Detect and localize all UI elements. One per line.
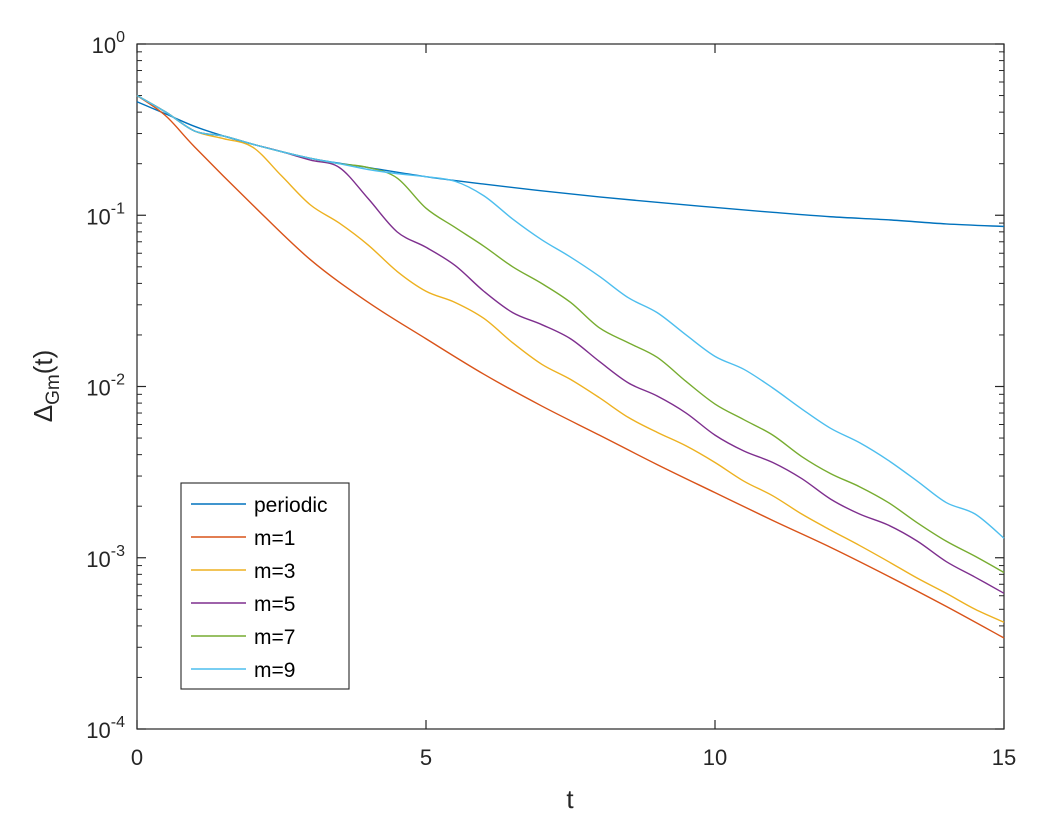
series-lines (136, 94, 1005, 639)
x-tick-label: 15 (992, 745, 1016, 770)
x-axis-label: t (566, 784, 574, 814)
y-tick-label: 100 (92, 29, 125, 58)
legend-label: m=9 (254, 659, 295, 682)
legend-label: m=5 (254, 593, 295, 616)
legend: periodic m=1 m=3 m=5 m=7 m=9 (180, 482, 350, 690)
y-axis-label: ΔGm(t) (28, 350, 64, 423)
y-tick-label: 10-3 (86, 543, 125, 572)
y-tick-label: 10-1 (86, 200, 125, 229)
legend-label: m=3 (254, 560, 295, 583)
x-tick-label: 10 (703, 745, 727, 770)
legend-box (180, 482, 350, 690)
legend-label: m=1 (254, 527, 295, 550)
y-tick-label: 10-4 (86, 714, 125, 743)
series-line-m-1 (136, 94, 1005, 639)
series-line-m-9 (136, 94, 1005, 539)
axis-ticks: 0 5 10 15 100 10-1 10-2 10-3 10-4 (86, 29, 1016, 770)
legend-label: m=7 (254, 626, 295, 649)
legend-label: periodic (254, 494, 328, 517)
series-line-m-3 (136, 94, 1005, 623)
x-tick-label: 0 (131, 745, 143, 770)
x-tick-label: 5 (420, 745, 432, 770)
y-tick-label: 10-2 (86, 372, 125, 401)
